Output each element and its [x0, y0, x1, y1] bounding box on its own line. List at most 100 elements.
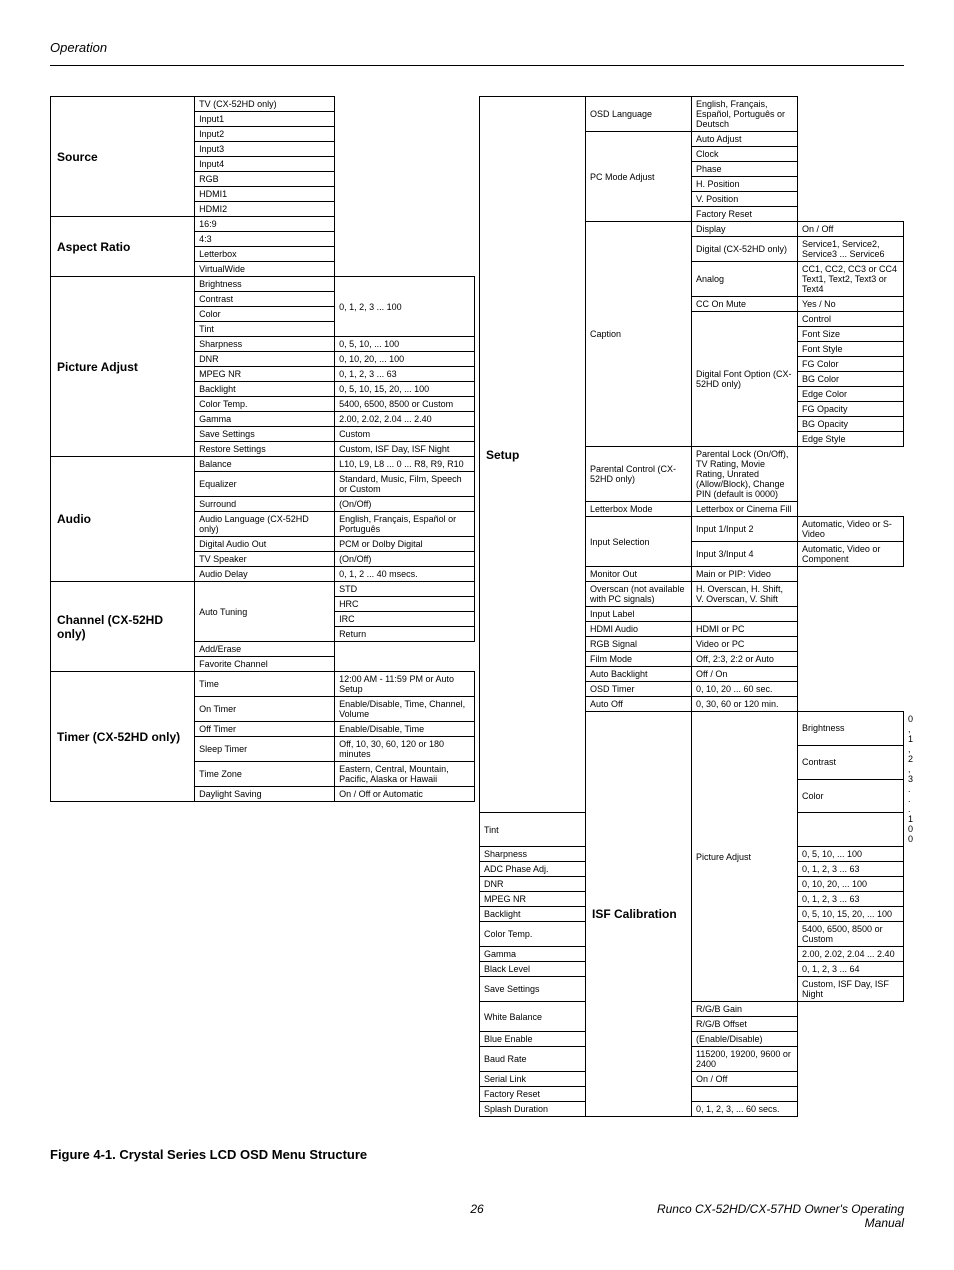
table-cell: PC Mode Adjust [586, 132, 692, 222]
table-cell: Phase [692, 162, 798, 177]
table-cell: MPEG NR [195, 367, 335, 382]
table-cell: White Balance [480, 1002, 586, 1032]
table-cell: Font Style [798, 342, 904, 357]
table-cell: On / Off or Automatic [335, 787, 475, 802]
table-cell: CC1, CC2, CC3 or CC4 Text1, Text2, Text3… [798, 262, 904, 297]
table-cell: 0, 1, 2, 3, ... 60 secs. [692, 1102, 798, 1117]
table-cell: HDMI Audio [586, 622, 692, 637]
table-cell: Save Settings [195, 427, 335, 442]
table-cell: Edge Color [798, 387, 904, 402]
channel-title: Channel (CX-52HD only) [51, 582, 195, 672]
table-cell: Input2 [195, 127, 335, 142]
table-cell: V. Position [692, 192, 798, 207]
left-column: Source TV (CX-52HD only) Input1 Input2 I… [50, 96, 475, 1117]
table-cell: IRC [335, 612, 475, 627]
page-footer: 26 Runco CX-52HD/CX-57HD Owner's Operati… [50, 1202, 904, 1230]
table-cell: PCM or Dolby Digital [335, 537, 475, 552]
table-cell: Input Label [586, 607, 692, 622]
table-cell [692, 1087, 798, 1102]
table-cell: R/G/B Offset [692, 1017, 798, 1032]
table-cell: Clock [692, 147, 798, 162]
table-cell: Brightness [195, 277, 335, 292]
table-cell: Sharpness [195, 337, 335, 352]
table-cell: Return [335, 627, 475, 642]
table-cell: Off Timer [195, 722, 335, 737]
table-cell: Digital Font Option (CX-52HD only) [692, 312, 798, 447]
table-cell: 0, 1, 2, 3 ... 63 [798, 862, 904, 877]
table-cell: Custom [335, 427, 475, 442]
table-cell: 0, 5, 10, ... 100 [335, 337, 475, 352]
setup-title: Setup [480, 97, 586, 813]
table-cell: FG Color [798, 357, 904, 372]
table-cell: L10, L9, L8 ... 0 ... R8, R9, R10 [335, 457, 475, 472]
page-header: Operation [50, 40, 904, 66]
table-cell: Favorite Channel [195, 657, 335, 672]
figure-caption: Figure 4-1. Crystal Series LCD OSD Menu … [50, 1147, 904, 1162]
table-cell: Analog [692, 262, 798, 297]
table-cell: English, Français, Español, Português or… [692, 97, 798, 132]
table-cell: Factory Reset [480, 1087, 586, 1102]
table-cell: 0, 10, 20 ... 60 sec. [692, 682, 798, 697]
table-cell: OSD Language [586, 97, 692, 132]
table-cell: Factory Reset [692, 207, 798, 222]
table-cell: 0, 1, 2, 3 ... 63 [335, 367, 475, 382]
table-cell: Parental Lock (On/Off), TV Rating, Movie… [692, 447, 798, 502]
page-number: 26 [335, 1202, 620, 1230]
table-cell: Time Zone [195, 762, 335, 787]
table-cell: 12:00 AM - 11:59 PM or Auto Setup [335, 672, 475, 697]
table-cell: Parental Control (CX-52HD only) [586, 447, 692, 502]
table-cell: Surround [195, 497, 335, 512]
table-cell: Balance [195, 457, 335, 472]
table-cell: Splash Duration [480, 1102, 586, 1117]
footer-right-text: Runco CX-52HD/CX-57HD Owner's Operating … [619, 1202, 904, 1230]
table-cell: Control [798, 312, 904, 327]
table-cell: Off, 10, 30, 60, 120 or 180 minutes [335, 737, 475, 762]
table-cell [692, 607, 798, 622]
table-cell: Auto Adjust [692, 132, 798, 147]
table-cell: Auto Backlight [586, 667, 692, 682]
table-cell: HDMI or PC [692, 622, 798, 637]
table-cell: Backlight [195, 382, 335, 397]
table-cell: Custom, ISF Day, ISF Night [798, 977, 904, 1002]
aspect-title: Aspect Ratio [51, 217, 195, 277]
table-cell: Auto Off [586, 697, 692, 712]
table-cell: Input Selection [586, 517, 692, 567]
table-cell: Baud Rate [480, 1047, 586, 1072]
table-cell: Serial Link [480, 1072, 586, 1087]
table-cell: 2.00, 2.02, 2.04 ... 2.40 [335, 412, 475, 427]
table-cell: R/G/B Gain [692, 1002, 798, 1017]
table-cell: Audio Language (CX-52HD only) [195, 512, 335, 537]
table-cell: Blue Enable [480, 1032, 586, 1047]
table-cell: Input 3/Input 4 [692, 542, 798, 567]
table-cell: Gamma [195, 412, 335, 427]
table-cell: 115200, 19200, 9600 or 2400 [692, 1047, 798, 1072]
table-cell: BG Color [798, 372, 904, 387]
table-cell: Yes / No [798, 297, 904, 312]
table-cell: 0, 30, 60 or 120 min. [692, 697, 798, 712]
table-cell: Caption [586, 222, 692, 447]
timer-title: Timer (CX-52HD only) [51, 672, 195, 802]
right-menu-table: Setup OSD Language English, Français, Es… [479, 96, 904, 1117]
table-cell: TV Speaker [195, 552, 335, 567]
table-cell: Contrast [798, 745, 904, 779]
table-cell: Black Level [480, 962, 586, 977]
table-cell: HDMI2 [195, 202, 335, 217]
table-cell: Equalizer [195, 472, 335, 497]
table-cell: RGB [195, 172, 335, 187]
content-columns: Source TV (CX-52HD only) Input1 Input2 I… [50, 96, 904, 1117]
table-cell: Audio Delay [195, 567, 335, 582]
picture-title: Picture Adjust [51, 277, 195, 457]
table-cell: H. Overscan, H. Shift, V. Overscan, V. S… [692, 582, 798, 607]
table-cell: Auto Tuning [195, 582, 335, 642]
table-cell: (On/Off) [335, 552, 475, 567]
table-cell: Standard, Music, Film, Speech or Custom [335, 472, 475, 497]
table-cell: Input1 [195, 112, 335, 127]
table-cell: 5400, 6500, 8500 or Custom [798, 922, 904, 947]
table-cell: Input 1/Input 2 [692, 517, 798, 542]
table-cell: Restore Settings [195, 442, 335, 457]
table-cell: DNR [480, 877, 586, 892]
table-cell: Daylight Saving [195, 787, 335, 802]
table-cell: FG Opacity [798, 402, 904, 417]
table-cell: 5400, 6500, 8500 or Custom [335, 397, 475, 412]
table-cell: Color Temp. [480, 922, 586, 947]
